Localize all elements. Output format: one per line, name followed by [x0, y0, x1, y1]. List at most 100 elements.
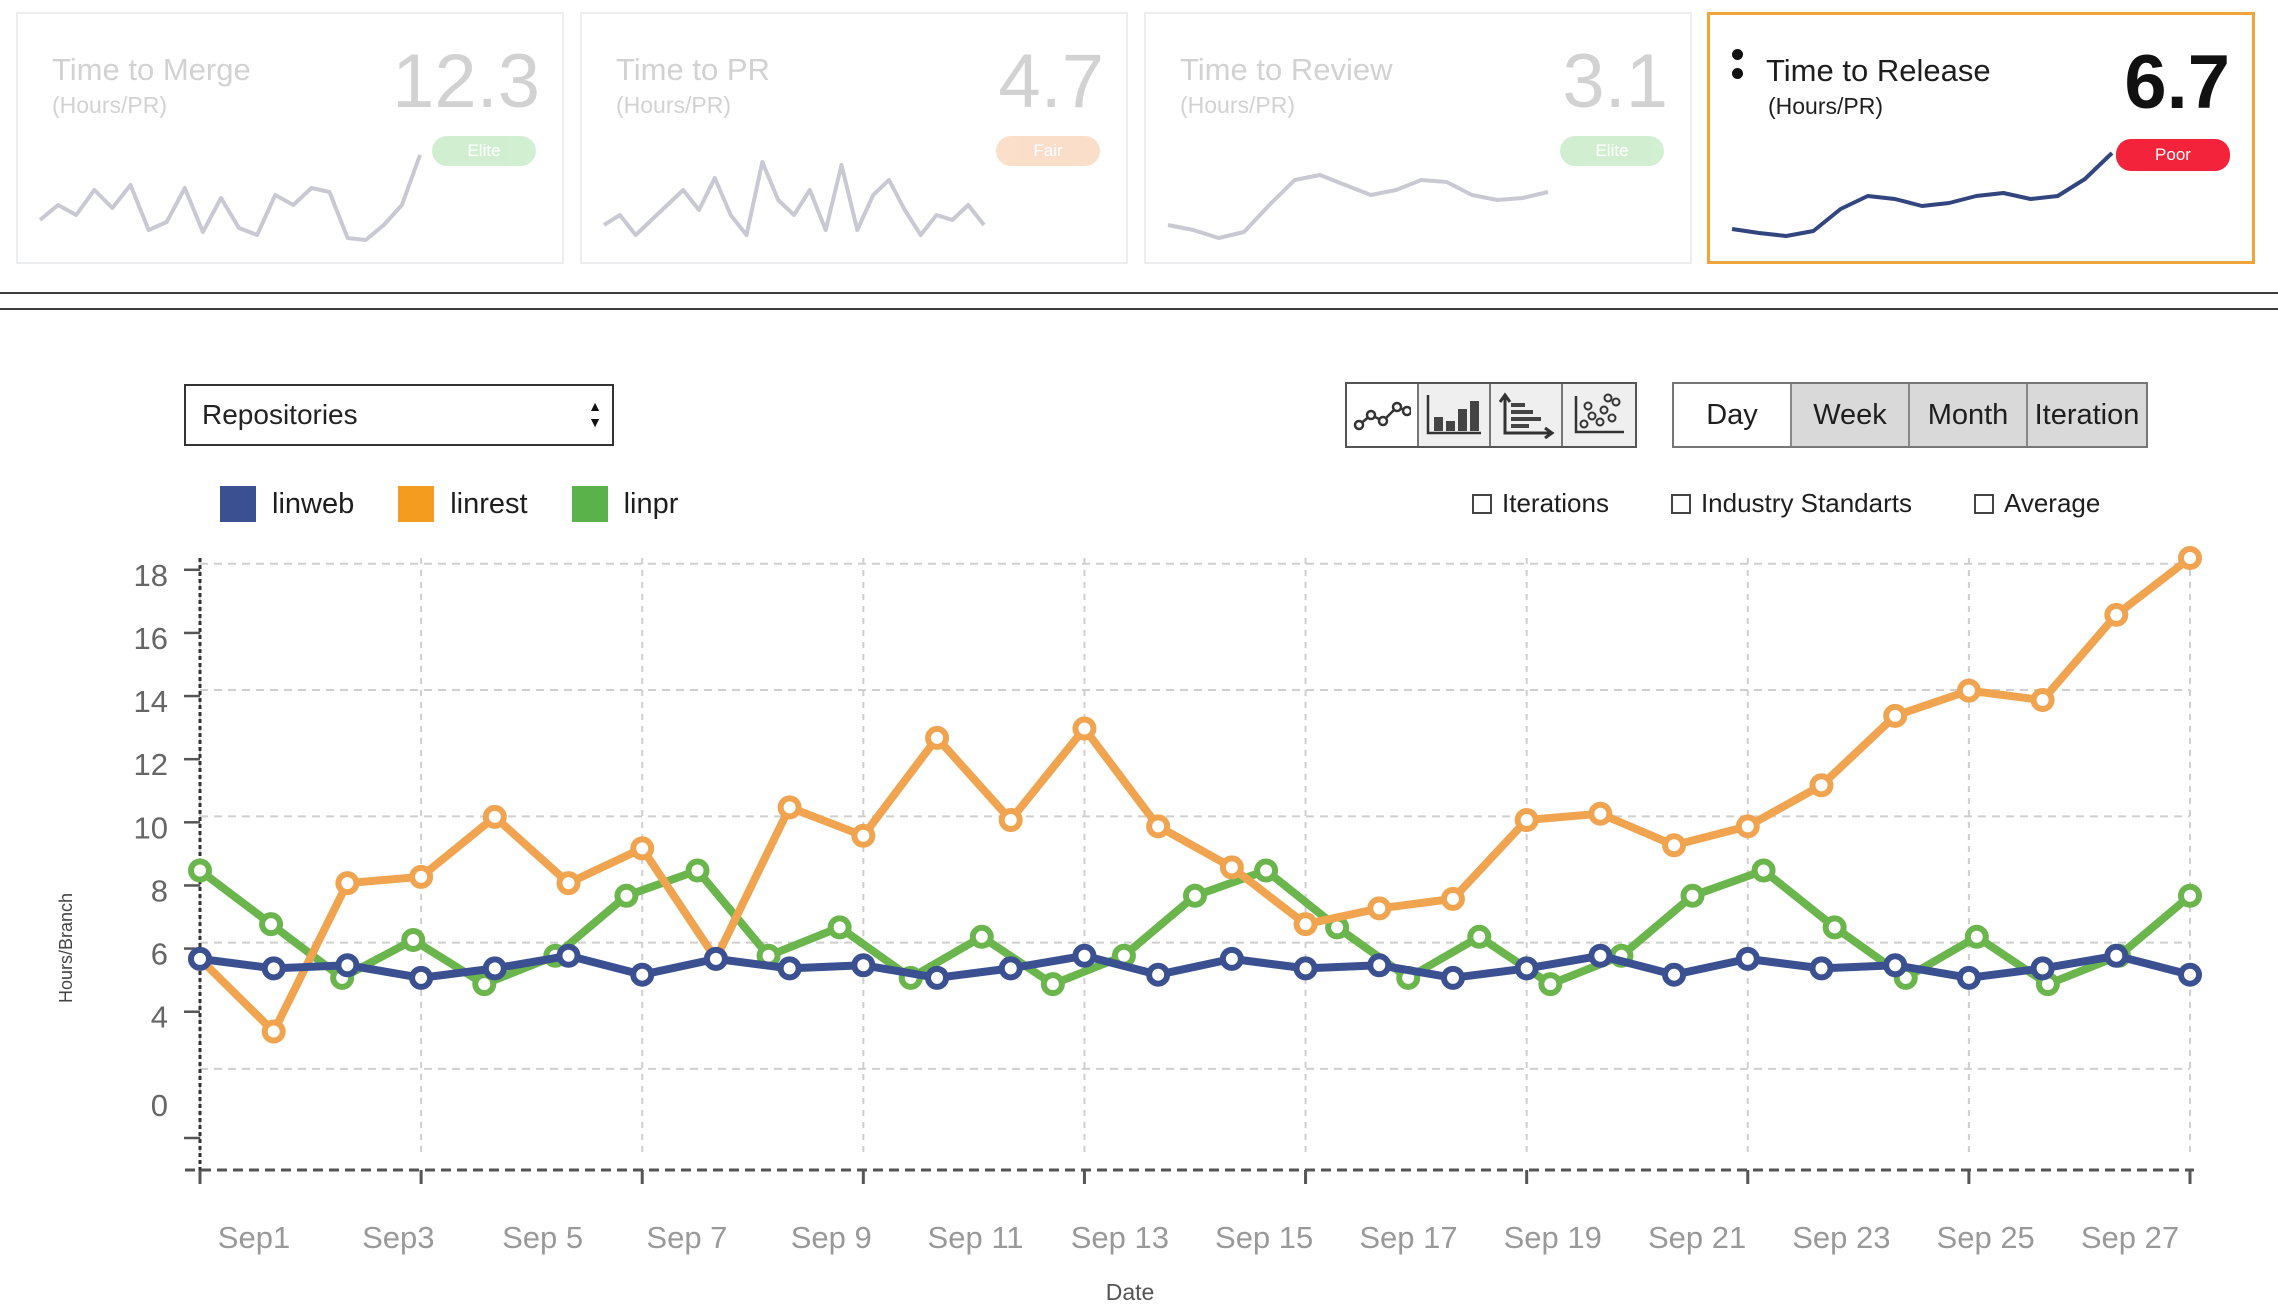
- data-point-linpr[interactable]: [685, 858, 710, 883]
- data-point-linweb[interactable]: [1662, 962, 1687, 987]
- y-tick-label: 16: [134, 621, 168, 656]
- data-point-linrest[interactable]: [556, 871, 581, 896]
- data-point-linweb[interactable]: [1367, 953, 1392, 978]
- scatter-chart-button[interactable]: [1563, 384, 1635, 446]
- data-point-linpr[interactable]: [1183, 883, 1207, 908]
- stacked-bar-chart-button[interactable]: [1491, 384, 1563, 446]
- more-options-icon[interactable]: [1732, 49, 1746, 109]
- data-point-linpr[interactable]: [1467, 924, 1492, 949]
- data-point-linweb[interactable]: [1293, 956, 1318, 981]
- data-point-linrest[interactable]: [777, 795, 802, 820]
- chart-type-switcher: [1345, 382, 1637, 448]
- data-point-linweb[interactable]: [335, 953, 360, 978]
- data-point-linrest[interactable]: [1809, 773, 1834, 798]
- data-point-linweb[interactable]: [556, 943, 581, 968]
- repository-select[interactable]: Repositories ▲ ▼: [184, 384, 614, 446]
- data-point-linpr[interactable]: [1964, 924, 1989, 949]
- data-point-linrest[interactable]: [925, 725, 950, 750]
- status-badge: Poor: [2116, 139, 2230, 171]
- data-point-linweb[interactable]: [1588, 943, 1613, 968]
- data-point-linrest[interactable]: [1146, 814, 1171, 839]
- toggle-industry-standards[interactable]: Industry Standarts: [1670, 488, 1912, 519]
- data-point-linweb[interactable]: [1735, 946, 1760, 971]
- checkbox[interactable]: [1973, 493, 1994, 514]
- data-point-linrest[interactable]: [1514, 808, 1539, 833]
- legend-item-linweb[interactable]: linweb: [220, 486, 354, 522]
- data-point-linweb[interactable]: [703, 946, 728, 971]
- data-point-linrest[interactable]: [335, 871, 360, 896]
- data-point-linweb[interactable]: [1514, 956, 1539, 981]
- data-point-linpr[interactable]: [1538, 972, 1563, 997]
- checkbox[interactable]: [1472, 493, 1492, 514]
- data-point-linpr[interactable]: [1822, 915, 1847, 940]
- metric-card-time-to-merge[interactable]: Time to Merge (Hours/PR) 12.3 Elite: [16, 12, 564, 264]
- toggle-iterations[interactable]: Iterations: [1472, 488, 1609, 519]
- data-point-linweb[interactable]: [188, 946, 212, 971]
- data-point-linweb[interactable]: [2030, 956, 2055, 981]
- data-point-linpr[interactable]: [1040, 972, 1065, 997]
- data-point-linrest[interactable]: [1883, 703, 1908, 728]
- data-point-linpr[interactable]: [827, 915, 852, 940]
- data-point-linrest[interactable]: [1440, 886, 1465, 911]
- granularity-month-button[interactable]: Month: [1910, 384, 2028, 446]
- data-point-linrest[interactable]: [1662, 833, 1687, 858]
- data-point-linrest[interactable]: [1588, 801, 1613, 826]
- data-point-linweb[interactable]: [851, 953, 876, 978]
- bar-chart-button[interactable]: [1419, 384, 1491, 446]
- granularity-iteration-button[interactable]: Iteration: [2028, 384, 2146, 446]
- granularity-week-button[interactable]: Week: [1792, 384, 1910, 446]
- data-point-linrest[interactable]: [630, 836, 655, 861]
- data-point-linpr[interactable]: [614, 883, 639, 908]
- data-point-linrest[interactable]: [1072, 716, 1097, 741]
- data-point-linpr[interactable]: [401, 927, 426, 952]
- data-point-linpr[interactable]: [472, 972, 497, 997]
- data-point-linpr[interactable]: [188, 858, 212, 883]
- data-point-linrest[interactable]: [998, 808, 1023, 833]
- data-point-linpr[interactable]: [1751, 858, 1776, 883]
- data-point-linrest[interactable]: [1735, 814, 1760, 839]
- data-point-linweb[interactable]: [482, 956, 507, 981]
- card-unit: (Hours/PR): [616, 92, 732, 118]
- data-point-linweb[interactable]: [409, 965, 434, 990]
- data-point-linpr[interactable]: [1680, 883, 1705, 908]
- data-point-linpr[interactable]: [259, 912, 284, 937]
- line-chart-button[interactable]: [1347, 384, 1419, 446]
- data-point-linrest[interactable]: [1219, 855, 1244, 880]
- data-point-linweb[interactable]: [998, 956, 1023, 981]
- metric-card-time-to-pr[interactable]: Time to PR (Hours/PR) 4.7 Fair: [580, 12, 1128, 264]
- data-point-linweb[interactable]: [1146, 962, 1171, 987]
- data-point-linrest[interactable]: [2030, 688, 2055, 713]
- data-point-linweb[interactable]: [1440, 965, 1465, 990]
- data-point-linrest[interactable]: [2178, 546, 2202, 570]
- metric-card-time-to-review[interactable]: Time to Review (Hours/PR) 3.1 Elite: [1144, 12, 1692, 264]
- checkbox[interactable]: [1670, 493, 1691, 514]
- data-point-linpr[interactable]: [969, 924, 994, 949]
- data-point-linpr[interactable]: [2178, 883, 2202, 908]
- metric-card-time-to-release[interactable]: Time to Release (Hours/PR) 6.7 Poor: [1707, 12, 2255, 264]
- data-point-linpr[interactable]: [1254, 858, 1279, 883]
- data-point-linweb[interactable]: [925, 965, 950, 990]
- data-point-linrest[interactable]: [2104, 602, 2129, 627]
- data-point-linweb[interactable]: [1219, 946, 1244, 971]
- data-point-linrest[interactable]: [482, 804, 507, 829]
- toggle-average[interactable]: Average: [1973, 488, 2100, 519]
- data-point-linrest[interactable]: [1367, 896, 1392, 921]
- data-point-linweb[interactable]: [2178, 962, 2202, 987]
- data-point-linweb[interactable]: [777, 956, 802, 981]
- legend-label: linweb: [272, 487, 355, 520]
- data-point-linrest[interactable]: [1956, 678, 1981, 703]
- data-point-linrest[interactable]: [261, 1019, 286, 1044]
- data-point-linweb[interactable]: [630, 962, 655, 987]
- data-point-linweb[interactable]: [1809, 956, 1834, 981]
- data-point-linweb[interactable]: [1956, 965, 1981, 990]
- data-point-linweb[interactable]: [1072, 943, 1097, 968]
- granularity-day-button[interactable]: Day: [1674, 384, 1792, 446]
- data-point-linrest[interactable]: [409, 864, 434, 889]
- legend-item-linrest[interactable]: linrest: [398, 486, 528, 522]
- data-point-linweb[interactable]: [1883, 953, 1908, 978]
- data-point-linrest[interactable]: [851, 823, 876, 848]
- data-point-linweb[interactable]: [2104, 943, 2129, 968]
- data-point-linrest[interactable]: [1293, 912, 1318, 937]
- data-point-linweb[interactable]: [261, 956, 286, 981]
- legend-item-linpr[interactable]: linpr: [571, 486, 678, 522]
